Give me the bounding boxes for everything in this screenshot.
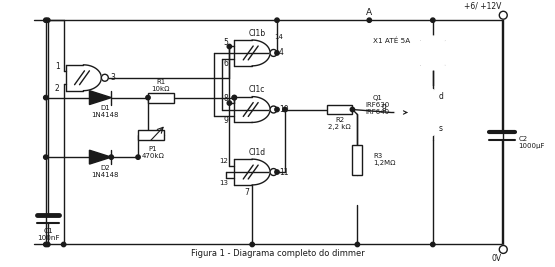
Circle shape	[431, 18, 435, 22]
Circle shape	[431, 242, 435, 247]
Circle shape	[62, 242, 66, 247]
Circle shape	[44, 242, 48, 247]
Text: 12: 12	[220, 158, 228, 164]
Circle shape	[395, 87, 447, 138]
Circle shape	[270, 106, 277, 113]
Bar	[148, 93, 174, 103]
Text: C1
100nF: C1 100nF	[38, 228, 60, 241]
Text: Figura 1 - Diagrama completo do dimmer: Figura 1 - Diagrama completo do dimmer	[190, 249, 365, 258]
Circle shape	[102, 74, 108, 81]
Circle shape	[232, 95, 236, 100]
Circle shape	[46, 242, 50, 247]
Circle shape	[250, 242, 254, 247]
Circle shape	[367, 18, 371, 22]
Circle shape	[275, 51, 279, 55]
Text: 0V: 0V	[491, 254, 501, 263]
Circle shape	[500, 11, 507, 19]
Circle shape	[355, 242, 360, 247]
Text: 5: 5	[224, 38, 228, 46]
Text: R3
1,2MΩ: R3 1,2MΩ	[374, 153, 396, 166]
Circle shape	[282, 107, 287, 112]
Text: 6: 6	[224, 59, 228, 68]
Text: 7: 7	[245, 189, 250, 197]
Text: P1
470kΩ: P1 470kΩ	[142, 146, 164, 159]
Circle shape	[136, 155, 140, 159]
Bar	[138, 130, 164, 140]
Text: 8: 8	[224, 94, 228, 103]
Circle shape	[350, 107, 355, 112]
Text: R1
10kΩ: R1 10kΩ	[152, 79, 170, 92]
Text: C2
1000µF: C2 1000µF	[518, 136, 544, 149]
Text: CI1b: CI1b	[249, 29, 266, 38]
Circle shape	[44, 18, 48, 22]
Circle shape	[232, 95, 236, 100]
Text: 10: 10	[279, 105, 289, 114]
Circle shape	[146, 95, 150, 100]
Text: 2: 2	[55, 84, 60, 93]
Circle shape	[109, 155, 113, 159]
Text: 13: 13	[219, 180, 228, 186]
Text: d: d	[439, 92, 443, 101]
Text: s: s	[439, 124, 443, 133]
Text: g: g	[381, 102, 386, 111]
Circle shape	[275, 107, 279, 112]
Text: X1 ATÉ 5A: X1 ATÉ 5A	[372, 38, 410, 44]
Circle shape	[275, 18, 279, 22]
Circle shape	[416, 36, 450, 70]
Text: +6/ +12V: +6/ +12V	[464, 2, 501, 11]
Text: 11: 11	[279, 167, 289, 176]
Circle shape	[500, 245, 507, 253]
Circle shape	[275, 170, 279, 174]
Circle shape	[227, 44, 231, 49]
Polygon shape	[89, 91, 112, 105]
Text: R2
2,2 kΩ: R2 2,2 kΩ	[328, 117, 351, 130]
Circle shape	[44, 95, 48, 100]
Text: D2
1N4148: D2 1N4148	[92, 164, 119, 178]
Bar	[327, 105, 352, 115]
Text: A: A	[366, 8, 372, 17]
Circle shape	[227, 101, 231, 105]
Circle shape	[44, 155, 48, 159]
Circle shape	[46, 18, 50, 22]
Text: 14: 14	[274, 34, 283, 40]
Text: 3: 3	[110, 73, 115, 82]
Text: 4: 4	[279, 48, 284, 57]
Text: D1
1N4148: D1 1N4148	[92, 105, 119, 118]
Text: 9: 9	[224, 116, 228, 125]
Circle shape	[270, 168, 277, 175]
Text: CI1c: CI1c	[249, 85, 265, 94]
Circle shape	[270, 49, 277, 56]
Text: Q1
IRF630
IRF640: Q1 IRF630 IRF640	[365, 95, 390, 115]
Polygon shape	[89, 150, 112, 164]
Bar	[352, 145, 362, 175]
Text: 1: 1	[55, 62, 60, 71]
Text: CI1d: CI1d	[249, 148, 266, 157]
